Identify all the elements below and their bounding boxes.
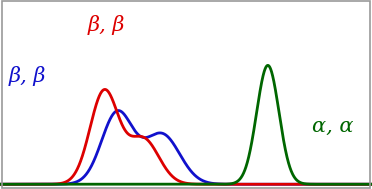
Text: β, β: β, β (9, 66, 46, 86)
Text: α, α: α, α (312, 117, 354, 136)
Text: β, β: β, β (87, 15, 125, 35)
